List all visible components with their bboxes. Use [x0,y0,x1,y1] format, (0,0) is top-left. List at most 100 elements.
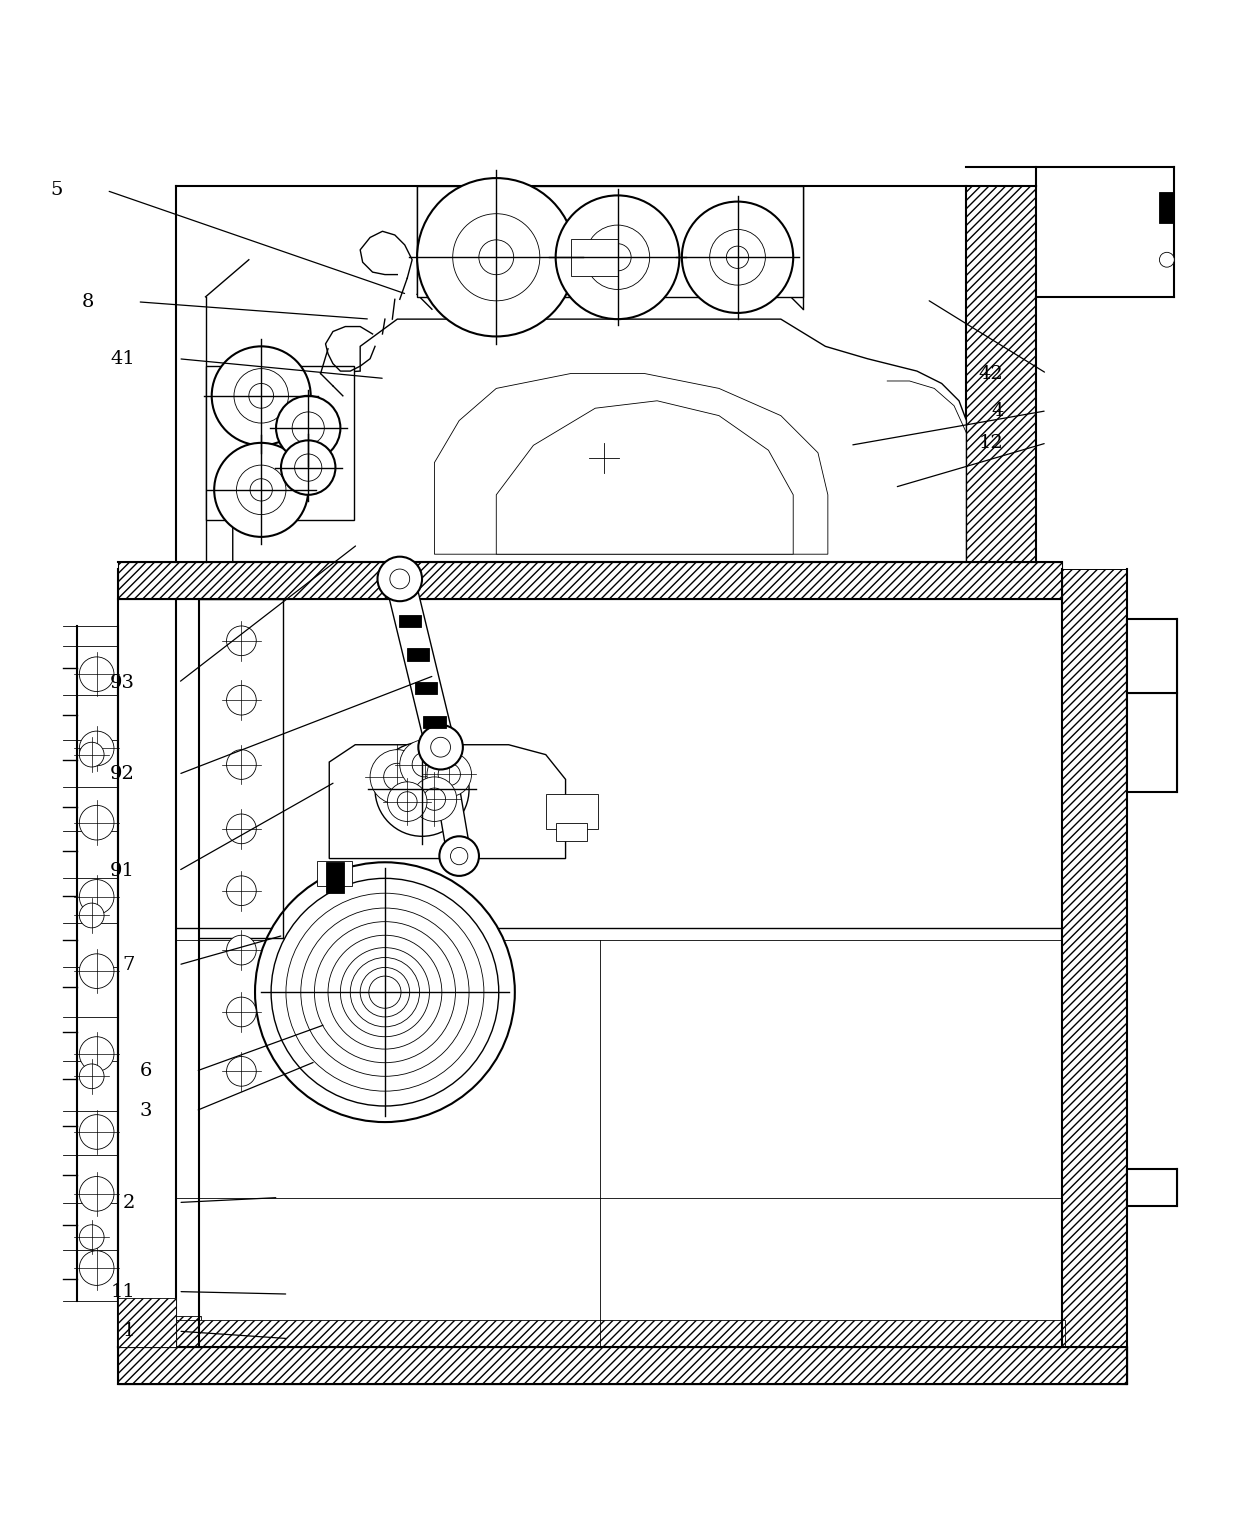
Circle shape [79,1224,104,1250]
Circle shape [1159,252,1174,267]
Circle shape [281,440,336,495]
Bar [407,649,429,661]
Circle shape [227,876,257,905]
Circle shape [301,908,469,1077]
Polygon shape [429,744,471,859]
Circle shape [79,954,114,988]
Bar [546,795,598,828]
Bar [118,561,1061,598]
Bar [176,1321,1065,1347]
Circle shape [439,836,479,876]
Circle shape [370,750,424,804]
Text: 42: 42 [978,365,1003,382]
Circle shape [397,792,417,811]
Bar [118,1298,176,1347]
Bar [1127,1169,1177,1206]
Circle shape [234,368,289,423]
Circle shape [293,413,325,443]
Text: 5: 5 [51,181,63,199]
Circle shape [387,782,427,821]
Bar [1159,192,1174,222]
Circle shape [79,657,114,692]
Bar [326,862,343,893]
Bar [176,1316,201,1347]
Circle shape [212,347,311,445]
Circle shape [399,739,449,790]
Text: 4: 4 [991,402,1003,420]
Circle shape [79,1065,104,1089]
Bar [1127,618,1177,693]
Circle shape [227,686,257,715]
Circle shape [227,997,257,1026]
Circle shape [585,225,650,290]
Circle shape [227,750,257,779]
Circle shape [227,936,257,965]
Circle shape [237,465,286,514]
Polygon shape [233,319,966,561]
Circle shape [79,805,114,841]
Polygon shape [434,374,828,554]
Circle shape [79,1115,114,1149]
Circle shape [604,244,631,272]
Bar [966,186,1035,561]
Circle shape [250,479,273,502]
Circle shape [374,742,469,836]
Bar [399,615,422,627]
Circle shape [418,726,463,770]
Circle shape [315,922,455,1063]
Circle shape [709,230,765,285]
Circle shape [79,1037,114,1071]
Circle shape [450,847,467,865]
Text: 2: 2 [123,1193,135,1212]
Circle shape [350,957,419,1026]
Bar [415,683,438,695]
Text: 91: 91 [110,862,135,881]
Circle shape [286,893,484,1091]
Circle shape [329,936,441,1049]
Circle shape [430,738,450,758]
Circle shape [272,879,498,1106]
Bar [570,239,618,276]
Polygon shape [386,575,455,750]
Circle shape [277,396,341,460]
Circle shape [79,742,104,767]
Bar [118,1316,176,1347]
Text: 1: 1 [123,1322,135,1341]
Circle shape [438,764,460,785]
Circle shape [383,764,410,790]
Circle shape [79,732,114,765]
Circle shape [556,195,680,319]
Circle shape [79,904,104,928]
Bar [556,822,587,841]
Polygon shape [330,744,565,859]
Bar [423,716,445,729]
Text: 93: 93 [110,673,135,692]
Bar [317,861,351,885]
Text: 8: 8 [82,293,94,311]
Text: 92: 92 [110,765,135,784]
Polygon shape [496,400,794,554]
Bar [118,1347,1127,1384]
Text: 11: 11 [110,1282,135,1301]
Circle shape [423,788,445,810]
Circle shape [295,454,322,482]
Circle shape [417,178,575,336]
Circle shape [255,862,515,1121]
Text: 3: 3 [140,1101,153,1120]
Circle shape [341,948,429,1037]
Circle shape [227,815,257,844]
Circle shape [215,443,309,537]
Circle shape [427,752,471,796]
Circle shape [79,1177,114,1212]
Circle shape [368,976,401,1008]
Circle shape [227,626,257,655]
Circle shape [412,776,456,821]
Bar [1061,569,1127,1347]
Bar [417,186,804,298]
Text: 7: 7 [123,956,135,974]
Circle shape [249,384,274,408]
Circle shape [227,1057,257,1086]
Circle shape [682,201,794,313]
Bar [206,367,353,520]
Bar [118,1347,1127,1384]
